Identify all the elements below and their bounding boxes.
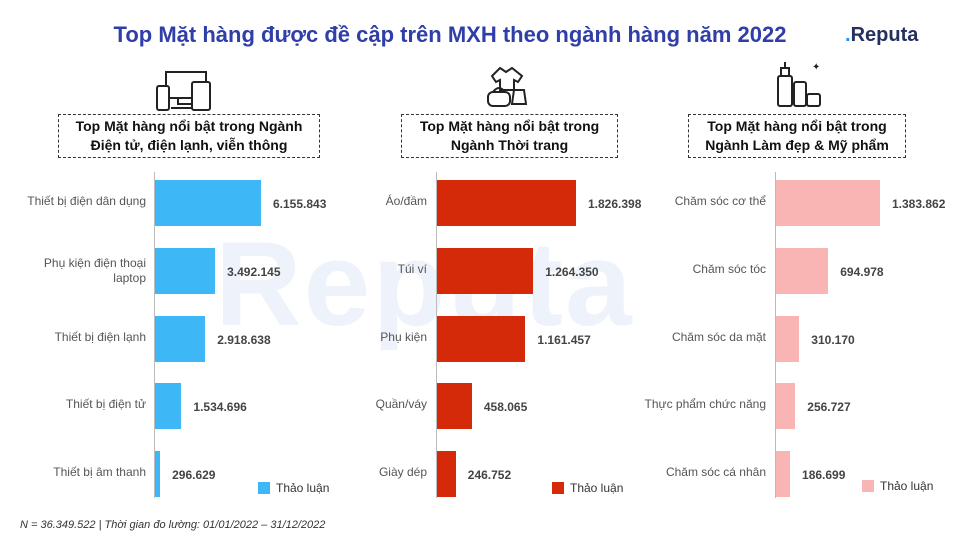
bar xyxy=(437,383,472,429)
beauty-legend: Thảo luận xyxy=(862,479,933,493)
value-label: 1.161.457 xyxy=(537,333,591,347)
bar xyxy=(776,451,791,497)
category-label: Thiết bị âm thanh xyxy=(53,465,146,479)
bar xyxy=(776,383,796,429)
bar xyxy=(437,451,456,497)
category-label: Quần/váy xyxy=(375,397,427,411)
value-label: 256.727 xyxy=(807,400,851,414)
bar xyxy=(155,248,216,294)
bar xyxy=(437,316,526,362)
category-label: Áo/đầm xyxy=(385,194,427,208)
bar xyxy=(776,248,829,294)
value-label: 1.826.398 xyxy=(588,197,642,211)
bar xyxy=(155,383,182,429)
value-label: 186.699 xyxy=(802,468,846,482)
fashion-clothing-icon xyxy=(487,66,528,107)
value-label: 296.629 xyxy=(172,468,216,482)
electronics-header: Top Mặt hàng nổi bật trong Ngành Điện tử… xyxy=(58,114,320,158)
value-label: 694.978 xyxy=(840,265,884,279)
page-title: Top Mặt hàng được đề cập trên MXH theo n… xyxy=(113,22,787,47)
fashion-header: Top Mặt hàng nổi bật trong Ngành Thời tr… xyxy=(401,114,618,158)
legend-swatch xyxy=(862,480,874,492)
electronics-legend: Thảo luận xyxy=(258,481,329,495)
legend-label: Thảo luận xyxy=(276,481,330,495)
beauty-header: Top Mặt hàng nổi bật trong Ngành Làm đẹp… xyxy=(688,114,906,158)
category-label: Thiết bị điện tử xyxy=(65,397,146,411)
fashion-axis xyxy=(436,172,437,498)
value-label: 1.383.862 xyxy=(892,197,946,211)
category-label: Phụ kiện xyxy=(380,330,427,344)
brand-logo: .Reputa xyxy=(845,24,918,47)
category-label: Chăm sóc cá nhân xyxy=(665,465,766,479)
category-label: Túi ví xyxy=(397,262,427,276)
value-label: 458.065 xyxy=(483,400,528,414)
category-label: Chăm sóc cơ thể xyxy=(674,194,766,208)
bar xyxy=(776,316,800,362)
category-label: Thiết bị điện dân dụng xyxy=(27,194,146,208)
brand-name: Reputa xyxy=(850,24,919,46)
bar xyxy=(437,180,576,226)
legend-swatch xyxy=(258,482,270,494)
legend-label: Thảo luận xyxy=(880,479,934,493)
bar xyxy=(155,451,161,497)
category-label: Thực phẩm chức năng xyxy=(644,397,766,411)
bar xyxy=(155,316,206,362)
value-label: 2.918.638 xyxy=(217,333,271,347)
electronics-axis xyxy=(154,172,155,498)
footnote: N = 36.349.522 | Thời gian đo lường: 01/… xyxy=(20,519,326,531)
category-label: Thiết bị điện lạnh xyxy=(54,330,146,344)
value-label: 310.170 xyxy=(811,333,855,347)
category-label: Chăm sóc tóc xyxy=(692,262,766,276)
bar xyxy=(437,248,534,294)
fashion-header-text: Top Mặt hàng nổi bật trong Ngành Thời tr… xyxy=(419,118,600,153)
category-label: Phụ kiện điện thoại laptop xyxy=(43,256,146,285)
beauty-header-text: Top Mặt hàng nổi bật trong Ngành Làm đẹp… xyxy=(705,118,889,153)
legend-label: Thảo luận xyxy=(570,481,624,495)
brand-dot: . xyxy=(845,24,851,46)
bar xyxy=(776,180,880,226)
cosmetics-bottles-icon: ✦ xyxy=(777,62,821,107)
value-label: 1.264.350 xyxy=(545,265,599,279)
bar xyxy=(155,180,261,226)
electronics-devices-icon xyxy=(156,71,211,111)
category-label: Chăm sóc da mặt xyxy=(671,330,766,344)
value-label: 246.752 xyxy=(467,468,512,482)
category-label: Giày dép xyxy=(378,465,427,479)
legend-swatch xyxy=(552,482,564,494)
value-label: 3.492.145 xyxy=(227,265,281,279)
value-label: 6.155.843 xyxy=(273,197,327,211)
value-label: 1.534.696 xyxy=(193,400,247,414)
watermark: Reputa xyxy=(215,217,634,351)
svg-text:✦: ✦ xyxy=(812,62,820,73)
fashion-legend: Thảo luận xyxy=(552,481,623,495)
electronics-header-text: Top Mặt hàng nổi bật trong Ngành Điện tử… xyxy=(75,118,303,153)
beauty-axis xyxy=(775,172,776,498)
